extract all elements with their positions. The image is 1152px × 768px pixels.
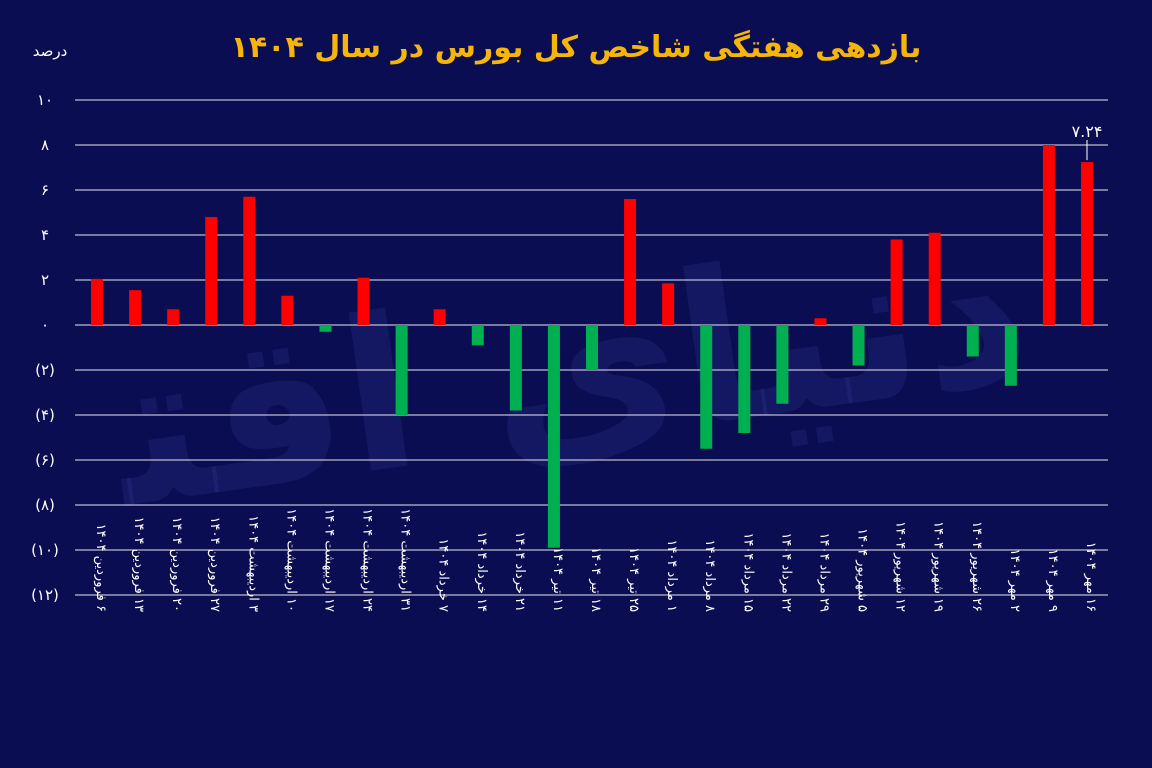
y-tick-label: (۱۲): [31, 586, 59, 604]
x-tick-label: ۱۴ خرداد ۱۴۰۴: [474, 531, 489, 612]
x-tick-label: ۲۴ اردیبهشت ۱۴۰۴: [360, 508, 375, 612]
x-tick-label: ۲۶ شهریور ۱۴۰۴: [969, 521, 984, 612]
bar: [357, 277, 370, 325]
x-tick-label: ۱۲ شهریور ۱۴۰۴: [893, 521, 908, 612]
x-tick-label: ۸ مرداد ۱۴۰۴: [702, 539, 717, 612]
bar: [509, 325, 522, 411]
bar: [319, 325, 332, 332]
bar: [700, 325, 713, 449]
x-tick-label: ۱۸ تیر ۱۴۰۴: [588, 547, 603, 612]
bar: [547, 325, 560, 548]
x-tick-label: ۲۰ فروردین ۱۴۰۴: [169, 517, 184, 612]
bar: [1042, 145, 1055, 325]
bar: [624, 199, 637, 325]
y-tick-label: ۸: [41, 136, 49, 154]
bar: [586, 325, 598, 370]
bar: [167, 309, 180, 325]
bar: [91, 278, 103, 325]
y-tick-label: ۰: [41, 316, 49, 334]
bar: [928, 232, 941, 325]
x-tick-label: ۵ شهریور ۱۴۰۴: [855, 528, 870, 612]
chart-title: بازدهی هفتگی شاخص کل بورس در سال ۱۴۰۴: [230, 30, 922, 65]
bar: [433, 309, 446, 325]
y-tick-label: ۶: [41, 181, 49, 199]
x-tick-label: ۱۰ اردیبهشت ۱۴۰۴: [283, 508, 298, 612]
x-tick-label: ۲ مهر ۱۴۰۴: [1007, 549, 1022, 612]
bar: [129, 290, 142, 325]
bar: [471, 325, 484, 346]
y-tick-label: (۱۰): [31, 541, 59, 559]
bar: [662, 283, 675, 325]
x-tick-label: ۲۱ خرداد ۱۴۰۴: [512, 531, 527, 612]
bar: [814, 318, 827, 325]
y-axis-unit: درصد: [32, 42, 68, 60]
x-tick-label: ۱۵ مرداد ۱۴۰۴: [740, 533, 755, 613]
bar: [205, 217, 218, 325]
y-tick-label: (۶): [35, 451, 55, 469]
x-tick-label: ۳۱ اردیبهشت ۱۴۰۴: [398, 508, 413, 612]
y-tick-label: ۱۰: [37, 91, 53, 109]
bar: [852, 325, 865, 366]
bar: [966, 325, 979, 357]
y-axis-ticks: ۱۰ ۸ ۶ ۴ ۲ ۰ (۲) (۴) (۶) (۸) (۱۰) (۱۲): [31, 91, 59, 604]
bar: [890, 239, 903, 325]
x-tick-label: ۱۱ تیر ۱۴۰۴: [550, 547, 565, 612]
x-axis-labels: ۶ فروردین ۱۴۰۴ ۱۳ فروردین ۱۴۰۴ ۲۰ فروردین …: [93, 508, 1098, 612]
bar: [738, 325, 751, 433]
x-tick-label: ۱۷ اردیبهشت ۱۴۰۴: [321, 508, 336, 612]
y-tick-label: (۲): [35, 361, 55, 379]
x-tick-label: ۷ خرداد ۱۴۰۴: [436, 538, 451, 612]
annotations: ۷.۲۴: [1072, 122, 1103, 161]
x-tick-label: ۱ مرداد ۱۴۰۴: [664, 539, 679, 612]
bars: [91, 145, 1093, 548]
x-tick-label: ۹ مهر ۱۴۰۴: [1045, 549, 1060, 612]
x-tick-label: ۲۷ فروردین ۱۴۰۴: [207, 517, 222, 612]
bar: [776, 325, 789, 404]
x-tick-label: ۱۶ مهر ۱۴۰۴: [1083, 542, 1098, 612]
y-tick-label: (۸): [35, 496, 55, 514]
x-tick-label: ۱۹ شهریور ۱۴۰۴: [931, 521, 946, 612]
x-tick-label: ۲۹ مرداد ۱۴۰۴: [816, 533, 831, 613]
y-tick-label: ۴: [41, 226, 49, 244]
x-tick-label: ۳ اردیبهشت ۱۴۰۴: [245, 515, 260, 612]
y-tick-label: (۴): [35, 406, 55, 424]
x-tick-label: ۱۳ فروردین ۱۴۰۴: [131, 517, 146, 612]
x-tick-label: ۲۲ مرداد ۱۴۰۴: [778, 533, 793, 613]
x-tick-label: ۲۵ تیر ۱۴۰۴: [626, 547, 641, 612]
bar: [1004, 325, 1017, 386]
y-tick-label: ۲: [41, 271, 49, 289]
bar: [281, 295, 294, 325]
bar: [395, 325, 408, 415]
annotation-label: ۷.۲۴: [1072, 122, 1103, 141]
bar: [1081, 162, 1093, 325]
x-tick-label: ۶ فروردین ۱۴۰۴: [93, 524, 108, 612]
bar: [243, 196, 256, 325]
